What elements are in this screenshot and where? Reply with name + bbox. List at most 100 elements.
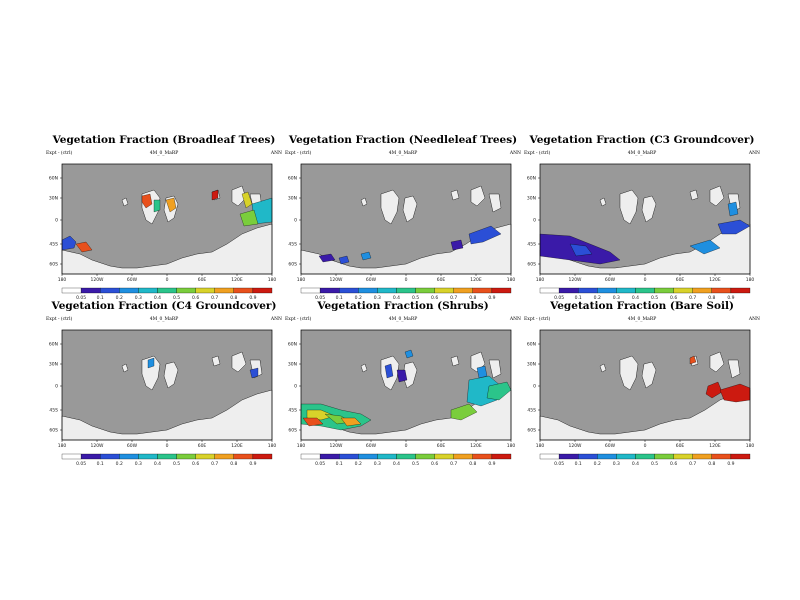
- lon-tick-label: 180: [746, 277, 755, 283]
- colorbar-swatch: [252, 453, 273, 460]
- colorbar-swatch: [233, 287, 254, 294]
- colorbar-swatch: [119, 453, 139, 460]
- subtitle-left: Expt - (ctrl): [524, 317, 551, 322]
- colorbar-tick-label: 0.4: [393, 295, 400, 301]
- colorbar-swatch: [214, 287, 234, 294]
- colorbar-swatch: [472, 287, 493, 294]
- colorbar-tick-label: 0.6: [431, 295, 438, 301]
- subtitle-right: ANN: [270, 151, 282, 156]
- land-mass: [689, 189, 699, 201]
- colorbar-tick-label: 0.2: [116, 461, 123, 467]
- colorbar-swatch: [673, 453, 693, 460]
- colorbar-swatch: [233, 453, 254, 460]
- lat-tick-label: 30N: [527, 362, 536, 368]
- land-mass: [450, 355, 460, 367]
- value-patch: [717, 219, 751, 235]
- land-mass: [360, 197, 368, 207]
- lon-tick-label: 120W: [90, 277, 104, 283]
- subtitle-right: ANN: [509, 317, 521, 322]
- colorbar-swatch: [578, 453, 598, 460]
- lat-tick-label: 0: [533, 218, 536, 224]
- lat-tick-label: 0: [533, 384, 536, 390]
- panel-broadleaf-trees: Vegetation Fraction (Broadleaf Trees) Ex…: [44, 134, 284, 301]
- colorbar-tick-label: 0.6: [192, 461, 199, 467]
- value-patch: [141, 193, 153, 209]
- chart-title: Vegetation Fraction (Needleleaf Trees): [288, 134, 518, 146]
- lat-tick-label: 45S: [49, 242, 58, 248]
- plot-area: [300, 329, 512, 441]
- lat-tick-label: 60S: [288, 428, 297, 434]
- colorbar-tick-label: 0.7: [211, 461, 218, 467]
- colorbar: 0.05 0.1 0.2 0.3 0.4 0.5 0.6 0.7 0.8 0.9: [539, 287, 751, 301]
- colorbar-tick-label: 0.3: [135, 295, 142, 301]
- value-patch: [75, 241, 93, 253]
- colorbar-swatch: [472, 453, 493, 460]
- subtitle-left: Expt - (ctrl): [46, 317, 73, 322]
- land-mass: [450, 189, 460, 201]
- colorbar-tick-label: 0.5: [412, 461, 419, 467]
- colorbar-swatch: [434, 287, 454, 294]
- subtitle-right: ANN: [509, 151, 521, 156]
- land-mass: [619, 355, 639, 391]
- lon-tick-label: 180: [536, 277, 545, 283]
- lon-tick-label: 120W: [90, 443, 104, 449]
- lon-tick-label: 180: [536, 443, 545, 449]
- colorbar-swatch: [415, 453, 435, 460]
- lat-tick-label: 45S: [527, 408, 536, 414]
- colorbar-swatch: [100, 287, 120, 294]
- colorbar-swatch: [453, 287, 473, 294]
- lon-tick-label: 180: [58, 443, 67, 449]
- plot-area: [61, 329, 273, 441]
- colorbar-tick-label: 0.4: [154, 461, 161, 467]
- land-mass: [641, 195, 657, 223]
- colorbar-tick-label: 0.6: [431, 461, 438, 467]
- colorbar-swatch: [396, 453, 416, 460]
- lon-tick-label: 120W: [568, 443, 582, 449]
- colorbar-tick-label: 0.7: [450, 295, 457, 301]
- lat-tick-label: 30N: [288, 362, 297, 368]
- colorbar-swatch: [692, 453, 712, 460]
- value-patch: [569, 243, 593, 257]
- colorbar-swatch: [138, 453, 158, 460]
- lat-tick-label: 60N: [49, 176, 58, 182]
- colorbar-tick-label: 0.1: [336, 461, 343, 467]
- subtitle-center: 4M_0_MaRP: [627, 151, 657, 156]
- land-mass: [599, 363, 607, 373]
- lon-tick-label: 180: [268, 443, 277, 449]
- land-mass: [231, 351, 247, 373]
- plot-area: [539, 163, 751, 275]
- colorbar-tick-label: 0.1: [575, 295, 582, 301]
- colorbar-swatch: [654, 287, 674, 294]
- land-mass: [641, 361, 657, 389]
- subtitle-center: 4M_0_MaRP: [388, 317, 418, 322]
- lat-tick-label: 45S: [288, 242, 297, 248]
- lat-tick-label: 0: [294, 218, 297, 224]
- colorbar-tick-label: 0.8: [708, 461, 715, 467]
- colorbar-tick-label: 0.3: [613, 461, 620, 467]
- value-patch: [705, 381, 723, 399]
- colorbar-tick-label: 0.05: [315, 295, 325, 301]
- lon-tick-label: 180: [297, 443, 306, 449]
- land-mass: [599, 197, 607, 207]
- lon-tick-label: 60W: [127, 277, 138, 283]
- plot-area: [61, 163, 273, 275]
- value-patch: [211, 189, 219, 201]
- colorbar-tick-label: 0.2: [594, 461, 601, 467]
- panel-c3-groundcover: Vegetation Fraction (C3 Groundcover) Exp…: [522, 134, 762, 301]
- land-mass: [488, 193, 502, 213]
- colorbar-tick-label: 0.05: [315, 461, 325, 467]
- value-patch: [165, 197, 177, 213]
- colorbar-tick-label: 0.05: [76, 461, 86, 467]
- colorbar-swatch: [415, 287, 435, 294]
- lat-tick-label: 30N: [49, 362, 58, 368]
- value-patch: [302, 417, 324, 427]
- colorbar-swatch: [711, 453, 732, 460]
- value-patch: [306, 409, 336, 421]
- colorbar-tick-label: 0.5: [651, 295, 658, 301]
- colorbar-tick-label: 0.2: [594, 295, 601, 301]
- chart-title: Vegetation Fraction (Bare Soil): [550, 300, 734, 312]
- colorbar-swatch: [300, 287, 321, 294]
- colorbar-swatch: [339, 287, 359, 294]
- land-mass: [211, 355, 221, 367]
- colorbar-swatch: [692, 287, 712, 294]
